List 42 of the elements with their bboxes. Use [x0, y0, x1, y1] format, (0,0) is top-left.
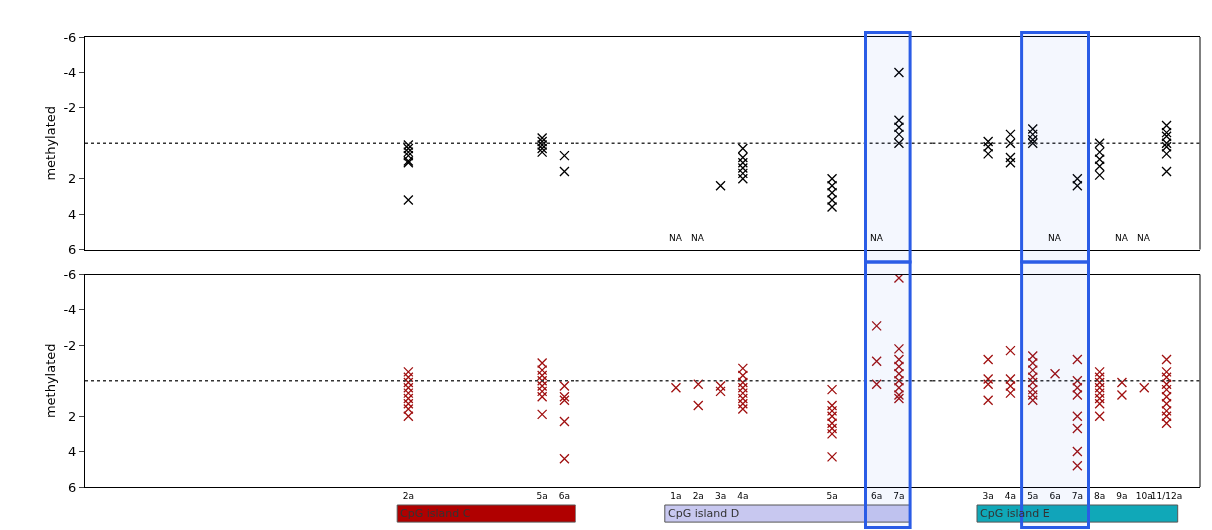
- x-axis-title: CpG island D: [668, 507, 740, 520]
- y-tick-label: 4: [68, 444, 77, 460]
- y-tick-label: 2: [68, 171, 77, 187]
- text: NA: [691, 233, 704, 243]
- x-tick-label: 9a: [1116, 490, 1128, 501]
- x-tick-label: 6a: [871, 490, 883, 501]
- x-tick-label: 4a: [737, 490, 749, 501]
- text: NA: [669, 233, 682, 243]
- y-tick-label: -4: [63, 64, 77, 80]
- x-tick-label: 10a: [1135, 490, 1153, 501]
- x-axis-title: CpG island C: [400, 507, 471, 520]
- x-tick-label: 6a: [1049, 490, 1061, 501]
- x-tick-label: 5a: [826, 490, 838, 501]
- y-tick-label: 4: [68, 206, 77, 222]
- y-tick-label: -2: [63, 100, 77, 116]
- x-tick-label: 8a: [1094, 490, 1106, 501]
- x-tick-label: 7a: [893, 490, 905, 501]
- x-tick-label: 5a: [536, 490, 548, 501]
- text: NA: [1137, 233, 1150, 243]
- x-tick-label: 2a: [402, 490, 414, 501]
- y-tick-label: 6: [68, 242, 77, 258]
- x-tick-label: 4a: [1004, 490, 1017, 501]
- x-tick-label: 3a: [714, 490, 727, 501]
- text: NA: [1048, 233, 1061, 243]
- y-axis-title: methylated: [43, 343, 59, 419]
- text: NA: [870, 233, 883, 243]
- x-tick-label: 3a: [982, 490, 994, 501]
- x-tick-label: 2a: [692, 490, 704, 501]
- y-axis-title: methylated: [43, 105, 59, 181]
- x-tick-label: 11/12a: [1150, 490, 1183, 501]
- y-tick-label: -4: [63, 302, 77, 318]
- y-tick-label: -6: [63, 29, 77, 45]
- x-tick-label: 7a: [1071, 490, 1083, 501]
- x-axis-title: CpG island E: [980, 507, 1050, 520]
- text: NA: [1115, 233, 1128, 243]
- x-tick-label: 5a: [1027, 490, 1039, 501]
- y-tick-label: -6: [63, 267, 77, 283]
- y-tick-label: -2: [63, 337, 77, 353]
- y-tick-label: 6: [68, 479, 77, 495]
- x-tick-label: 1a: [670, 490, 682, 501]
- y-tick-label: 2: [68, 408, 77, 424]
- x-tick-label: 6a: [558, 490, 571, 501]
